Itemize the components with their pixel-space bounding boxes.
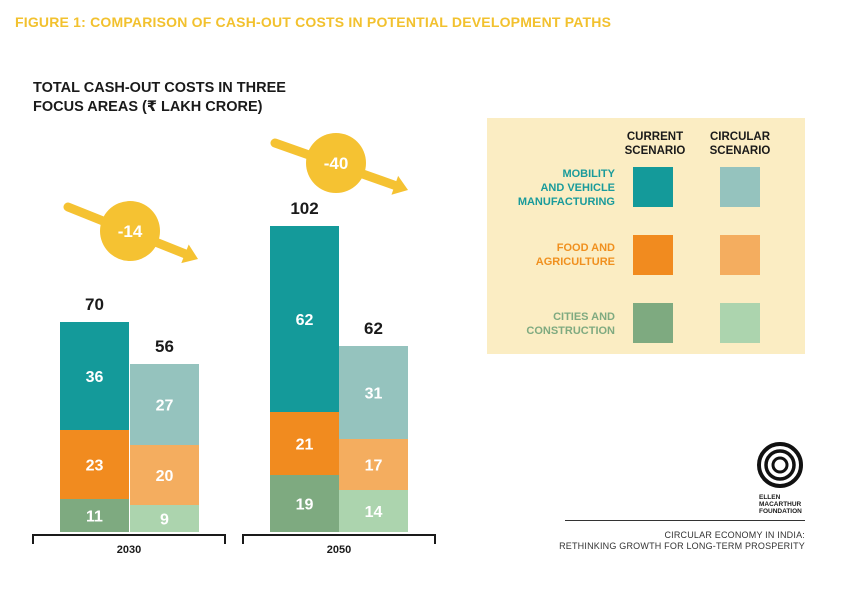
legend-label-food-line2: AGRICULTURE <box>535 256 615 268</box>
bar-label-2030-current-food: 23 <box>86 458 104 475</box>
legend-label-mobility-line1: MOBILITY <box>562 168 615 180</box>
bar-label-2050-circular-mobility: 31 <box>365 386 383 403</box>
bar-label-2030-circular-food: 20 <box>156 468 174 485</box>
foundation-logo-icon <box>757 442 803 488</box>
legend-swatch-mobility-current <box>633 167 673 207</box>
legend-label-mobility-line2: AND VEHICLE <box>540 182 615 194</box>
legend-swatch-cities-circular <box>720 303 760 343</box>
bar-label-2050-current-cities: 19 <box>296 497 314 514</box>
axis-label-2050: 2050 <box>327 544 351 556</box>
bar-total-2030-current: 70 <box>85 295 104 314</box>
bar-label-2050-circular-food: 17 <box>365 458 383 475</box>
publication-title-line2: RETHINKING GROWTH FOR LONG-TERM PROSPERI… <box>559 541 805 551</box>
legend: CURRENT SCENARIO CIRCULAR SCENARIO MOBIL… <box>487 118 805 354</box>
change-arrowhead-2050 <box>391 175 408 195</box>
bar-total-2030-circular: 56 <box>155 337 174 356</box>
axis-bracket-2050 <box>242 534 436 544</box>
foundation-logo: ELLEN MACARTHUR FOUNDATION <box>755 441 807 515</box>
legend-swatch-food-current <box>633 235 673 275</box>
logo-text-line1: ELLEN <box>759 494 781 501</box>
footer-divider <box>565 520 805 521</box>
bar-2050-current-cities <box>270 475 339 532</box>
legend-swatch-mobility-circular <box>720 167 760 207</box>
legend-label-cities-line1: CITIES AND <box>553 311 615 323</box>
legend-header-circular: CIRCULAR SCENARIO <box>700 130 780 158</box>
change-label-2030: -14 <box>118 222 143 241</box>
bar-label-2030-circular-cities: 9 <box>160 512 169 529</box>
legend-header-current: CURRENT SCENARIO <box>615 130 695 158</box>
bar-label-2030-circular-mobility: 27 <box>156 398 174 415</box>
bar-label-2050-circular-cities: 14 <box>365 504 383 521</box>
axis-label-2030: 2030 <box>117 544 141 556</box>
change-label-2050: -40 <box>324 154 349 173</box>
change-arrowhead-2030 <box>181 244 198 264</box>
legend-swatch-cities-current <box>633 303 673 343</box>
publication-title-line1: CIRCULAR ECONOMY IN INDIA: <box>664 530 805 540</box>
bar-2050-circular-mobility <box>339 346 408 439</box>
foundation-logo-text: ELLEN MACARTHUR FOUNDATION <box>759 494 807 515</box>
legend-header-current-line1: CURRENT <box>626 131 684 143</box>
bar-2030-current-cities <box>60 499 129 532</box>
publication-title: CIRCULAR ECONOMY IN INDIA: RETHINKING GR… <box>559 530 805 552</box>
bar-label-2050-current-food: 21 <box>296 437 314 454</box>
bar-2030-circular-mobility <box>130 364 199 445</box>
bar-2030-current-mobility <box>60 322 129 430</box>
bar-2030-circular-food <box>130 445 199 505</box>
legend-label-food: FOOD AND AGRICULTURE <box>487 241 615 269</box>
bar-2050-circular-food <box>339 439 408 490</box>
legend-header-circular-line2: SCENARIO <box>709 145 771 157</box>
legend-label-cities: CITIES AND CONSTRUCTION <box>487 310 615 338</box>
legend-header-circular-line1: CIRCULAR <box>709 131 771 143</box>
chart-title-line1: TOTAL CASH-OUT COSTS IN THREE <box>33 80 286 96</box>
legend-label-cities-line2: CONSTRUCTION <box>526 325 615 337</box>
legend-label-mobility-line3: MANUFACTURING <box>517 196 615 208</box>
legend-label-food-line1: FOOD AND <box>556 242 615 254</box>
bar-label-2050-current-mobility: 62 <box>296 312 314 329</box>
bar-2050-current-food <box>270 412 339 475</box>
bar-2050-current-mobility <box>270 226 339 412</box>
bar-total-2050-circular: 62 <box>364 319 383 338</box>
logo-text-line3: FOUNDATION <box>759 508 802 515</box>
change-bubble-2050 <box>306 133 366 193</box>
bar-2050-circular-cities <box>339 490 408 532</box>
bar-total-2050-current: 102 <box>290 199 318 218</box>
bar-label-2030-current-mobility: 36 <box>86 369 104 386</box>
chart-title: TOTAL CASH-OUT COSTS IN THREE FOCUS AREA… <box>33 79 286 117</box>
legend-swatch-food-circular <box>720 235 760 275</box>
bar-2030-current-food <box>60 430 129 499</box>
axis-bracket-2030 <box>32 534 226 544</box>
logo-text-line2: MACARTHUR <box>759 501 802 508</box>
legend-label-mobility: MOBILITY AND VEHICLE MANUFACTURING <box>487 167 615 209</box>
figure-title: FIGURE 1: COMPARISON OF CASH-OUT COSTS I… <box>15 14 612 30</box>
bar-label-2030-current-cities: 11 <box>86 509 103 526</box>
bar-2030-circular-cities <box>130 505 199 532</box>
change-bubble-2030 <box>100 201 160 261</box>
chart-title-line2: FOCUS AREAS (₹ LAKH CRORE) <box>33 99 263 115</box>
legend-header-current-line2: SCENARIO <box>624 145 686 157</box>
